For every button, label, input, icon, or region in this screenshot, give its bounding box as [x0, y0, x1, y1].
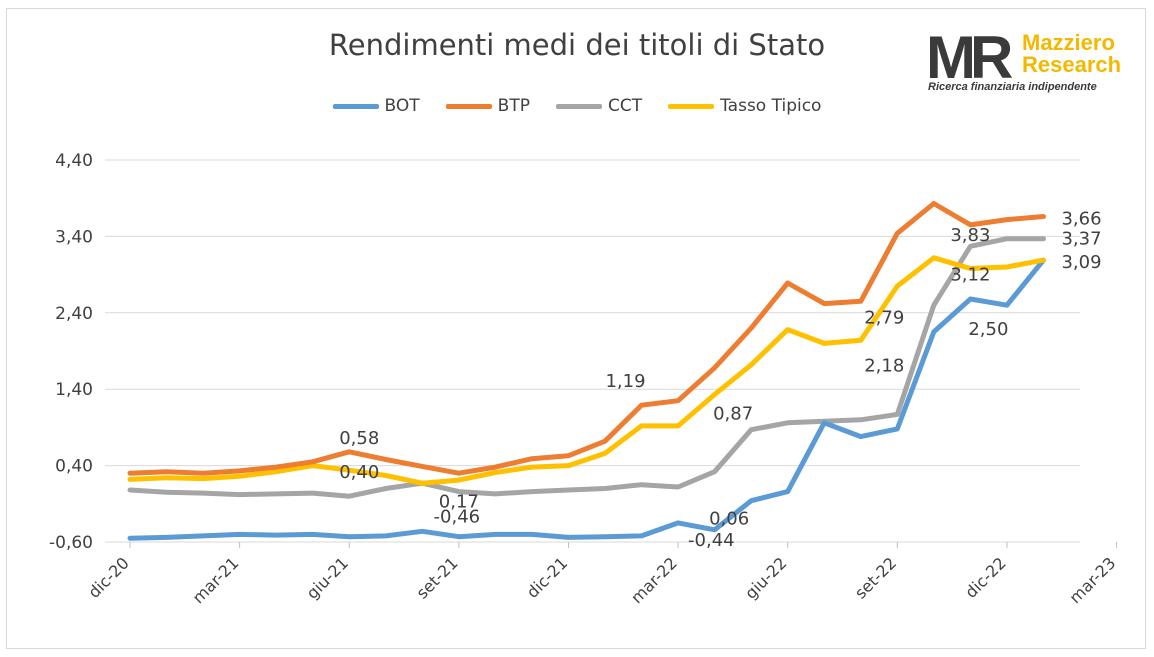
chart-title: Rendimenti medi dei titoli di Stato	[328, 28, 826, 62]
legend-item-bot: BOT	[332, 96, 420, 116]
data-label: 3,83	[950, 225, 990, 246]
logo-line1: Mazziero	[1022, 30, 1115, 55]
logo-tagline: Ricerca finanziaria indipendente	[928, 81, 1097, 93]
y-tick-label: 3,40	[55, 227, 93, 247]
y-tick-label: -0,60	[49, 533, 93, 553]
x-tick-label: mar-23	[1066, 553, 1120, 607]
data-label: 3,37	[1061, 229, 1101, 250]
data-label: 1,19	[605, 371, 645, 392]
legend-swatch	[668, 103, 715, 109]
x-tick-label: mar-22	[627, 553, 681, 607]
logo-mark: MR	[926, 26, 1013, 91]
data-label: 0,40	[339, 462, 379, 483]
data-label: 0,58	[339, 428, 379, 449]
data-label: 2,50	[968, 319, 1008, 340]
x-tick-label: giu-21	[303, 553, 352, 602]
legend-swatch	[445, 103, 492, 109]
data-label: -0,46	[434, 507, 481, 528]
legend-item-btp: BTP	[445, 96, 530, 116]
y-tick-label: 1,40	[55, 380, 93, 400]
legend-item-cct: CCT	[555, 96, 643, 116]
data-label: 2,18	[864, 355, 904, 376]
data-label: 3,12	[950, 264, 990, 285]
x-tick-label: set-21	[412, 553, 461, 602]
data-label: 0,17	[439, 492, 479, 513]
x-tick-label: mar-21	[189, 553, 243, 607]
x-tick-label: dic-20	[84, 553, 132, 601]
series-line-tasso-tipico	[127, 255, 1046, 486]
series-line-btp	[127, 201, 1046, 476]
legend-swatch	[332, 103, 379, 109]
legend-label: CCT	[607, 96, 643, 116]
mazziero-research-logo: MR Mazziero Research Ricerca finanziaria…	[926, 24, 1136, 96]
y-tick-label: 2,40	[55, 304, 93, 324]
y-tick-label: 4,40	[55, 151, 93, 171]
series-line-cct	[127, 236, 1046, 499]
legend-label: BOT	[384, 96, 420, 116]
chart-legend: BOT BTP CCT Tasso Tipico	[0, 96, 1154, 116]
data-label: 0,87	[713, 404, 753, 425]
y-tick-label: 0,40	[55, 457, 93, 477]
logo-line2: Research	[1022, 52, 1121, 77]
data-label: -0,44	[688, 530, 735, 551]
legend-swatch	[555, 103, 602, 109]
data-label: 3,09	[1061, 252, 1101, 273]
x-tick-label: giu-22	[741, 553, 790, 602]
x-tick-label: set-22	[851, 553, 900, 602]
legend-label: Tasso Tipico	[720, 96, 822, 116]
legend-item-tasso-tipico: Tasso Tipico	[668, 96, 821, 116]
data-label: 3,66	[1061, 209, 1101, 230]
series-line-bot	[127, 257, 1046, 541]
data-label: 2,79	[864, 308, 904, 329]
data-label: 0,06	[709, 509, 749, 530]
legend-label: BTP	[497, 96, 530, 116]
x-tick-label: dic-22	[961, 553, 1009, 601]
x-tick-label: dic-21	[523, 553, 571, 601]
